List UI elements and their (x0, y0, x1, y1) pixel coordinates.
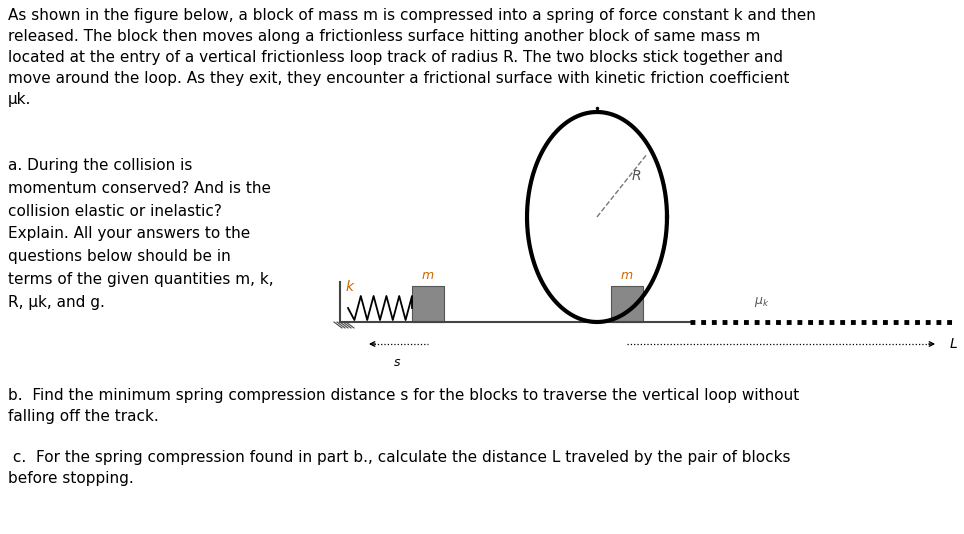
Text: As shown in the figure below, a block of mass m is compressed into a spring of f: As shown in the figure below, a block of… (8, 8, 816, 107)
Text: c.  For the spring compression found in part b., calculate the distance L travel: c. For the spring compression found in p… (8, 450, 790, 486)
Text: s: s (393, 356, 400, 369)
Text: m: m (621, 269, 633, 282)
Text: R: R (631, 169, 641, 183)
Bar (611, 286, 643, 322)
Text: k: k (346, 280, 354, 294)
Text: a. During the collision is
momentum conserved? And is the
collision elastic or i: a. During the collision is momentum cons… (8, 158, 274, 310)
Text: $\mu_k$: $\mu_k$ (754, 295, 769, 309)
Text: L: L (950, 337, 958, 351)
Text: b.  Find the minimum spring compression distance s for the blocks to traverse th: b. Find the minimum spring compression d… (8, 388, 799, 424)
Text: m: m (422, 269, 434, 282)
Bar (412, 286, 444, 322)
